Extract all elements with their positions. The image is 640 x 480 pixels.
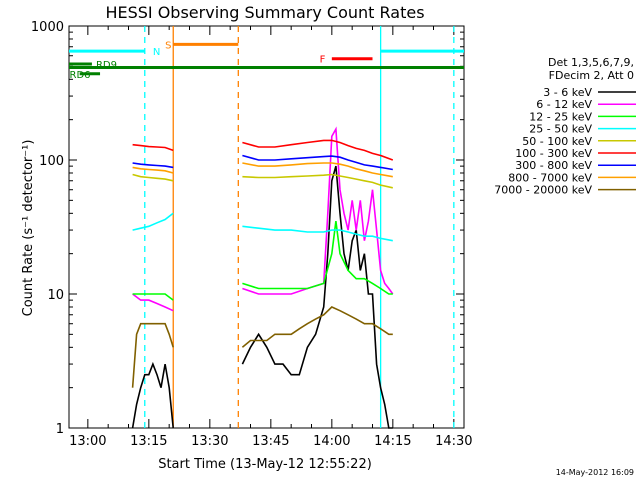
series-line <box>242 221 393 295</box>
legend-entry-label: 12 - 25 keV <box>529 110 592 123</box>
series-line <box>132 293 174 312</box>
series-line <box>241 165 393 429</box>
series-line <box>242 173 393 189</box>
series-line <box>131 361 174 429</box>
flag-label: N <box>153 47 160 58</box>
x-tick-label: 14:15 <box>374 434 411 449</box>
chart-title: HESSI Observing Summary Count Rates <box>105 3 424 22</box>
legend-entry-label: 50 - 100 keV <box>522 135 592 148</box>
y-tick-label: 100 <box>39 154 64 169</box>
series-line <box>242 126 394 295</box>
legend-entry-label: 7000 - 20000 keV <box>494 184 592 197</box>
flag-label: S <box>165 40 171 51</box>
legend: Det 1,3,5,6,7,9,FDecim 2, Att 0 3 - 6 keV… <box>494 56 636 197</box>
timestamp: 14-May-2012 16:09 <box>556 468 634 477</box>
series-line <box>132 166 174 174</box>
x-tick-label: 14:30 <box>435 434 472 449</box>
y-axis-label: Count Rate (s⁻¹ detector⁻¹) <box>21 140 36 317</box>
x-axis-label: Start Time (13-May-12 12:55:22) <box>158 457 372 472</box>
series-line <box>132 212 174 231</box>
vertical-markers <box>144 26 455 428</box>
y-tick-label: 10 <box>47 288 64 303</box>
series-line <box>242 139 394 161</box>
series-line <box>242 225 393 242</box>
flag-label: F <box>320 55 326 66</box>
x-tick-label: 13:30 <box>191 434 228 449</box>
series-line <box>241 306 393 348</box>
y-tick-label: 1000 <box>31 20 64 35</box>
flag-label: RD6 <box>70 70 91 81</box>
series-line <box>242 162 393 178</box>
flag-label: RD9 <box>96 60 117 71</box>
series-line <box>132 293 174 301</box>
legend-header: Det 1,3,5,6,7,9, <box>548 56 634 69</box>
y-tick-label: 1 <box>56 422 64 437</box>
x-tick-label: 14:00 <box>313 434 350 449</box>
series-line <box>132 173 174 182</box>
series-line <box>242 154 393 171</box>
series-line <box>132 143 174 152</box>
series-group <box>131 126 394 429</box>
series-line <box>131 322 174 388</box>
plot-frame <box>68 25 465 429</box>
legend-entry-label: 6 - 12 keV <box>536 98 592 111</box>
x-tick-label: 13:15 <box>130 434 167 449</box>
legend-entry-label: 3 - 6 keV <box>543 86 592 99</box>
legend-entry-label: 100 - 300 keV <box>515 147 592 160</box>
legend-entry-label: 800 - 7000 keV <box>508 171 592 184</box>
series-line <box>132 162 174 169</box>
flag-bars: NS F RD9 RD6 <box>69 40 464 81</box>
legend-header: FDecim 2, Att 0 <box>549 69 634 82</box>
y-axis: 1 10 100 1000 <box>31 20 464 437</box>
legend-entry-label: 300 - 800 keV <box>515 159 592 172</box>
x-tick-label: 13:00 <box>69 434 106 449</box>
x-axis: 13:00 13:15 13:30 13:45 14:00 14:15 14:30 <box>69 26 473 449</box>
x-tick-label: 13:45 <box>252 434 289 449</box>
legend-entry-label: 25 - 50 keV <box>529 123 592 136</box>
